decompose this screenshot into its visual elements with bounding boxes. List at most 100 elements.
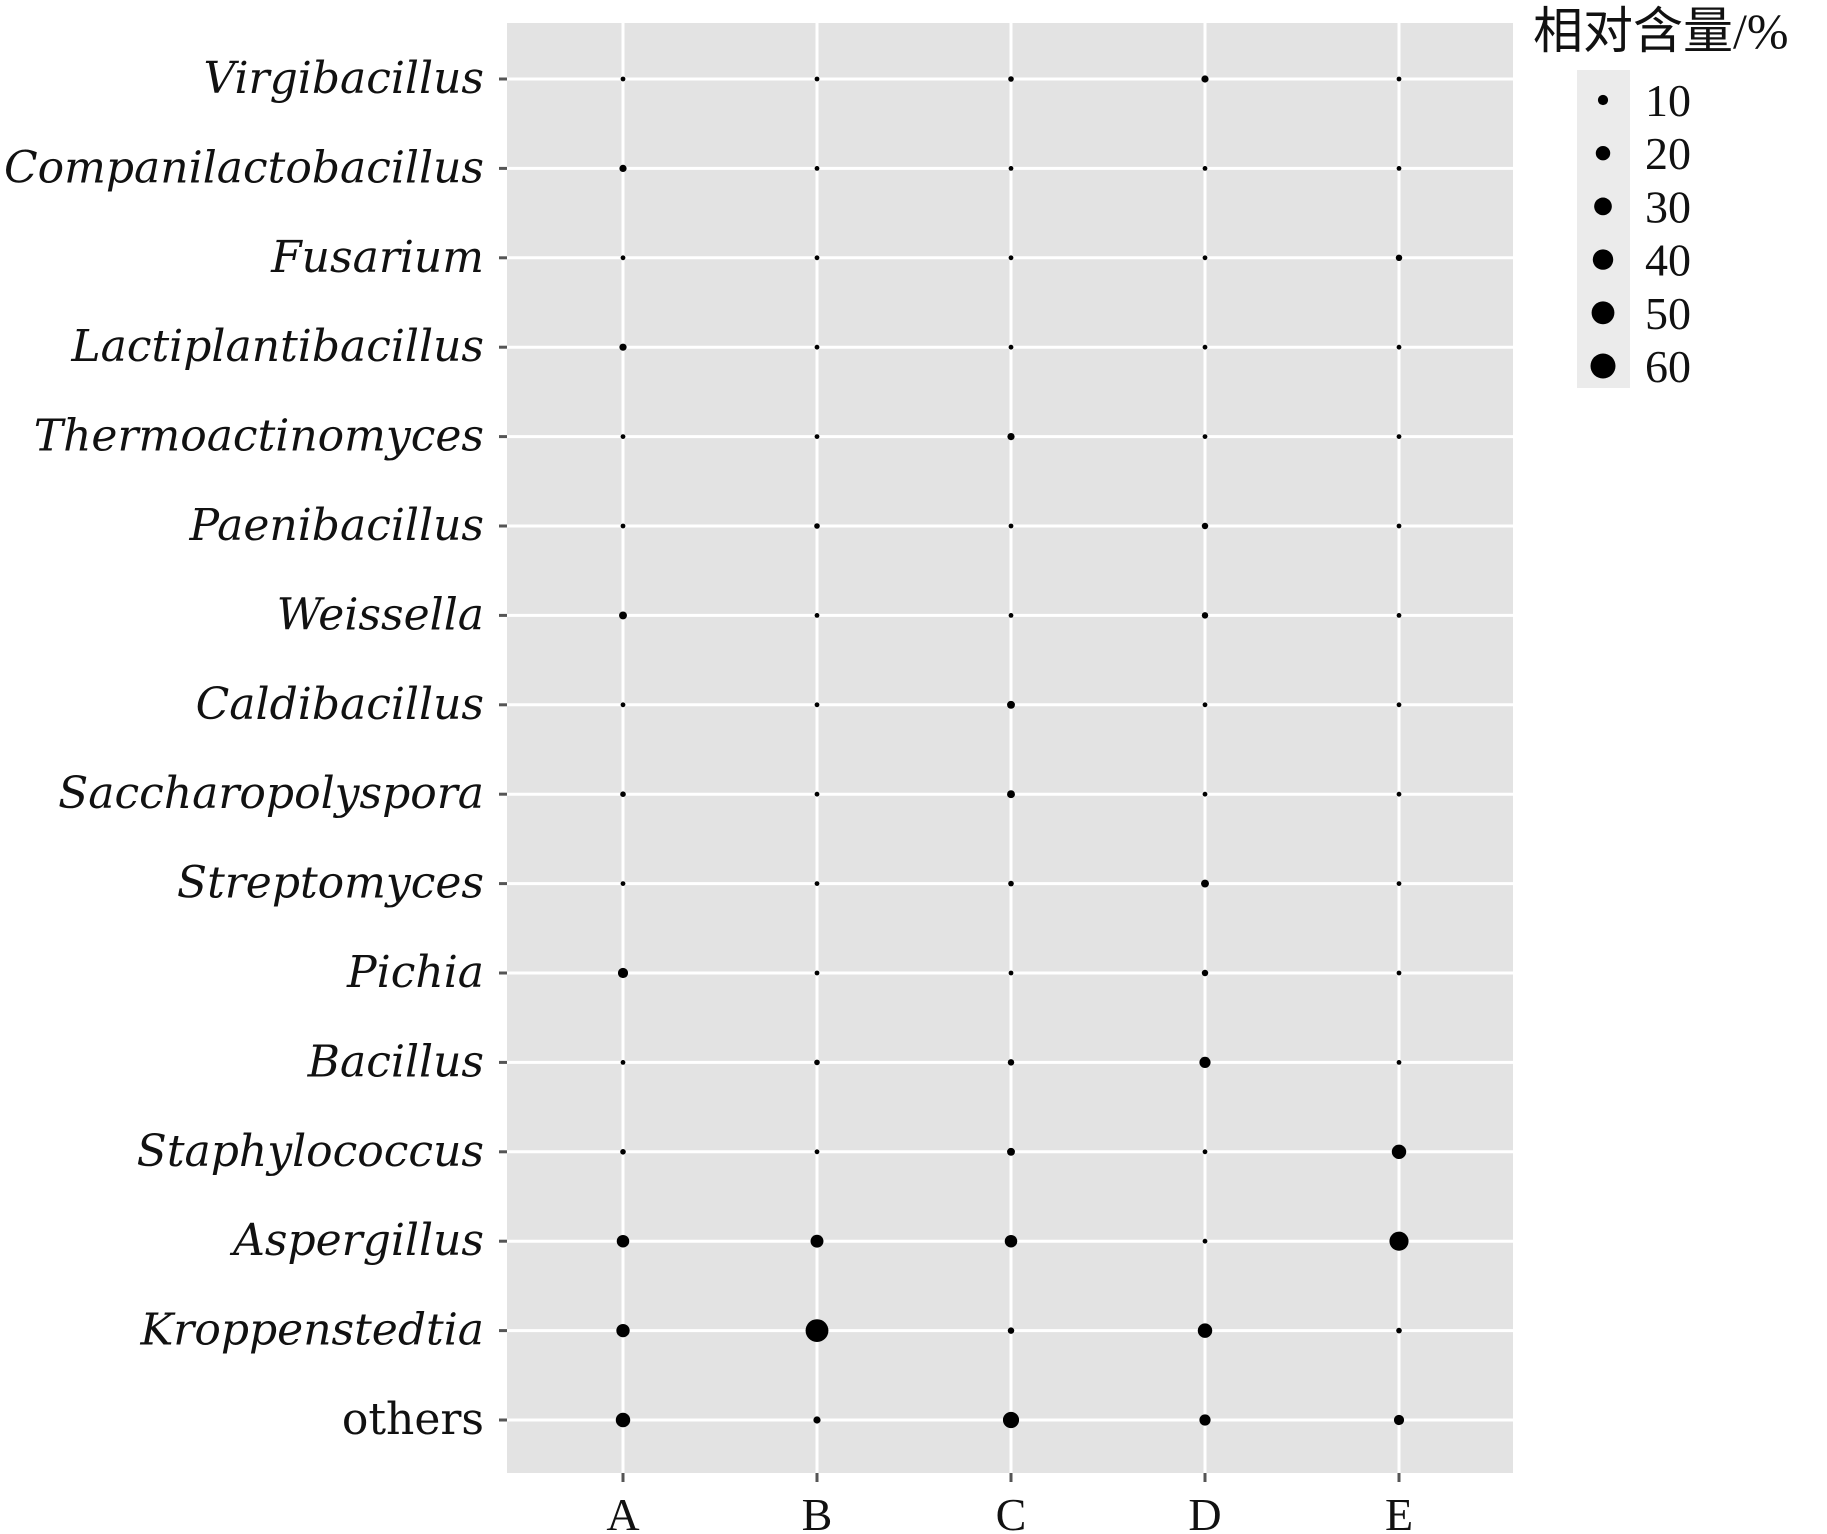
data-point (1201, 522, 1209, 530)
legend-label: 30 (1645, 181, 1691, 232)
data-point (1201, 612, 1209, 619)
data-point (814, 255, 820, 261)
data-point (1396, 970, 1402, 976)
data-point (1199, 1414, 1211, 1426)
data-point (1199, 1056, 1211, 1068)
data-point (814, 1149, 820, 1155)
data-point (810, 1234, 824, 1248)
data-point (1008, 970, 1014, 976)
data-point (814, 76, 820, 82)
y-tick-label: Fusarium (270, 232, 484, 283)
data-point (1007, 1327, 1015, 1334)
data-point (617, 967, 629, 979)
data-point (1008, 344, 1014, 350)
legend-key-background (1577, 70, 1630, 388)
data-point (814, 613, 820, 618)
data-point (1396, 881, 1402, 886)
data-point (1202, 702, 1208, 708)
legend-label: 20 (1645, 128, 1691, 179)
data-point (814, 970, 820, 976)
data-point (620, 523, 626, 529)
data-point (1008, 166, 1014, 171)
legend-key-point (1590, 353, 1616, 379)
data-point (1396, 76, 1402, 82)
data-point (1396, 344, 1402, 350)
legend-label: 60 (1645, 341, 1691, 392)
y-tick-label: Companilactobacillus (4, 142, 484, 193)
y-tick-label: Thermoactinomyces (34, 411, 484, 462)
data-point (1393, 1414, 1405, 1426)
y-tick-label: Saccharopolyspora (58, 768, 484, 819)
data-point (1007, 700, 1015, 709)
data-point (619, 343, 627, 351)
data-points (615, 75, 1409, 1429)
data-point (1396, 166, 1402, 171)
data-point (615, 1412, 631, 1428)
data-point (1202, 344, 1208, 350)
data-point (1396, 1327, 1402, 1334)
legend-key-point (1597, 94, 1609, 106)
data-point (814, 1059, 820, 1066)
x-tick-label: B (802, 1489, 833, 1534)
data-point (1004, 1234, 1018, 1248)
legend-key-point (1595, 145, 1611, 161)
legend-label: 50 (1645, 288, 1691, 339)
y-tick-label: Streptomyces (177, 858, 484, 909)
data-point (1389, 1231, 1409, 1251)
data-point (1197, 1323, 1213, 1338)
data-point (1007, 790, 1015, 799)
y-tick-label: Pichia (346, 947, 484, 998)
data-point (1396, 523, 1402, 529)
data-point (1202, 1149, 1208, 1155)
data-point (813, 1416, 821, 1424)
data-point (1202, 1238, 1208, 1244)
y-tick-label: Caldibacillus (196, 679, 484, 730)
data-point (1396, 613, 1402, 618)
data-point (620, 255, 626, 261)
data-point (814, 881, 820, 886)
data-point (1396, 791, 1402, 797)
data-point (620, 881, 626, 886)
data-point (1396, 434, 1402, 439)
legend-key-point (1591, 301, 1615, 325)
data-point (1002, 1411, 1020, 1429)
data-point (1008, 76, 1014, 82)
data-point (1396, 702, 1402, 708)
legend-key-point (1594, 197, 1612, 216)
data-point (1396, 1060, 1402, 1065)
x-tick-label: C (996, 1489, 1027, 1534)
data-point (1202, 791, 1208, 797)
data-point (814, 344, 820, 350)
legend-label: 10 (1645, 75, 1691, 126)
data-point (620, 434, 626, 439)
x-tick-label: A (606, 1489, 639, 1534)
data-point (620, 702, 626, 708)
data-point (1007, 432, 1015, 441)
y-tick-label: Kroppenstedtia (139, 1305, 484, 1356)
data-point (620, 1149, 626, 1155)
y-tick-label: Virgibacillus (203, 53, 484, 104)
data-point (620, 791, 626, 797)
legend-label: 40 (1645, 235, 1691, 286)
data-point (814, 434, 820, 439)
data-point (1008, 880, 1014, 887)
legend-key-point (1592, 249, 1614, 270)
data-point (1201, 969, 1209, 977)
data-point (1008, 523, 1014, 529)
data-point (1202, 434, 1208, 439)
y-tick-label: Paenibacillus (189, 500, 485, 551)
data-point (814, 702, 820, 708)
data-point (814, 791, 820, 797)
data-point (1008, 613, 1014, 618)
x-tick-label: D (1188, 1489, 1221, 1534)
x-tick-label: E (1385, 1489, 1413, 1534)
data-point (1008, 255, 1014, 261)
y-tick-label: Weissella (277, 589, 484, 640)
data-point (1007, 1059, 1015, 1066)
data-point (1395, 254, 1403, 262)
data-point (620, 1060, 626, 1065)
data-point (1007, 1147, 1015, 1156)
y-tick-label: Aspergillus (229, 1215, 484, 1266)
data-point (1201, 879, 1209, 888)
